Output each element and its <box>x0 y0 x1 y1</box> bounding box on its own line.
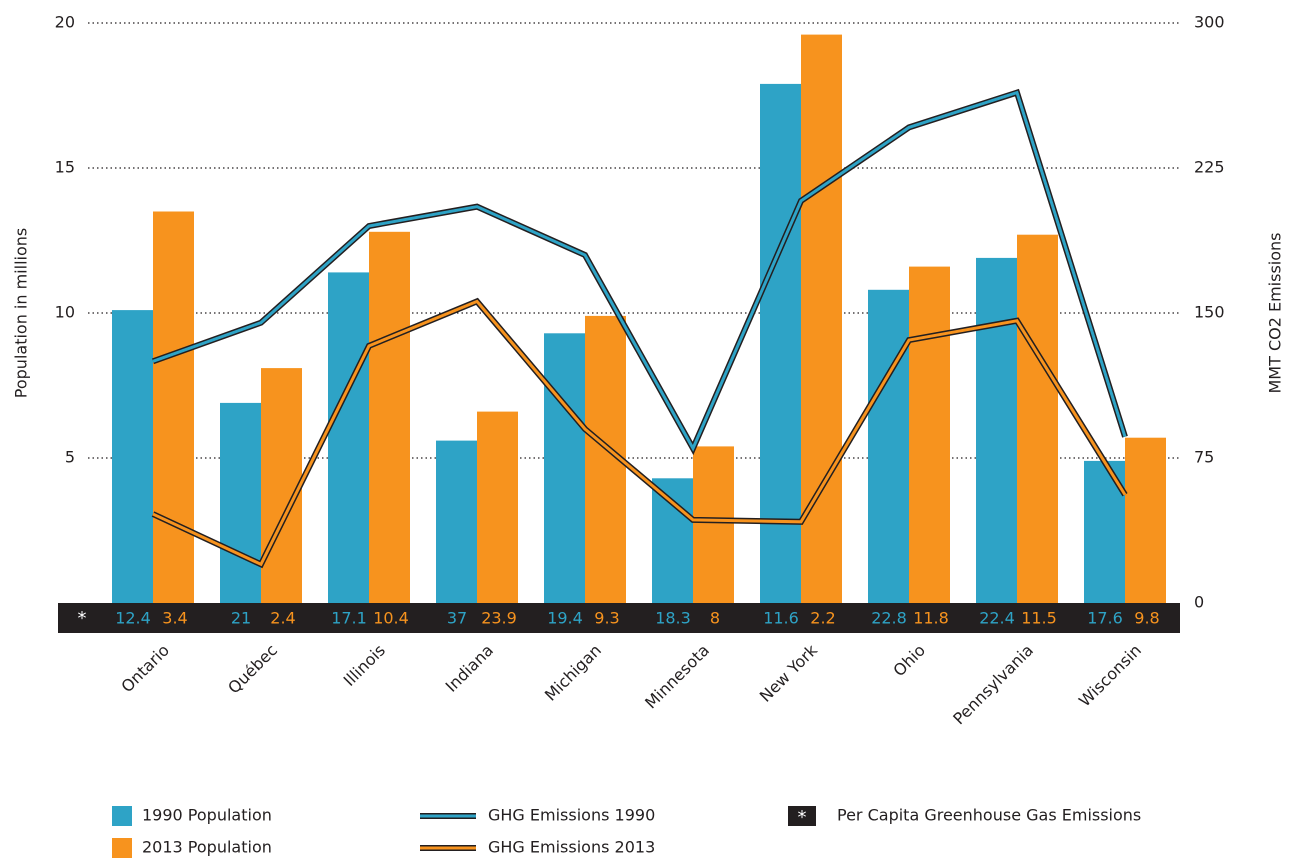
y-tick-label: 10 <box>55 303 75 322</box>
legend-label: 1990 Population <box>142 806 272 825</box>
bar <box>544 333 585 603</box>
line <box>152 90 1127 452</box>
per-capita-1990: 17.6 <box>1087 609 1123 628</box>
x-tick-label: Pennsylvania <box>949 641 1037 729</box>
per-capita-1990: 19.4 <box>547 609 583 628</box>
legend-swatch <box>112 806 132 826</box>
bar <box>976 257 1017 603</box>
bar <box>369 231 410 604</box>
y-tick-label: 20 <box>55 13 75 32</box>
x-tick-label: Michigan <box>541 641 605 705</box>
per-capita-1990: 37 <box>447 609 467 628</box>
legend-label: GHG Emissions 2013 <box>488 838 655 857</box>
y2-tick-label: 225 <box>1194 158 1225 177</box>
x-tick-label: Minnesota <box>641 641 713 713</box>
bar <box>261 368 302 603</box>
bar <box>868 289 909 603</box>
bar <box>1125 437 1166 603</box>
per-capita-1990: 22.4 <box>979 609 1015 628</box>
bar <box>112 310 153 603</box>
bar <box>436 440 477 603</box>
y2-tick-label: 0 <box>1194 593 1204 612</box>
per-capita-2013: 11.8 <box>913 609 949 628</box>
per-capita-2013: 11.5 <box>1021 609 1057 628</box>
per-capita-2013: 2.4 <box>270 609 295 628</box>
bar <box>801 34 842 604</box>
per-capita-2013: 9.3 <box>594 609 619 628</box>
bar <box>1017 234 1058 603</box>
bar <box>153 211 194 603</box>
per-capita-1990: 17.1 <box>331 609 367 628</box>
y-tick-label: 5 <box>65 448 75 467</box>
per-capita-1990: 11.6 <box>763 609 799 628</box>
x-tick-label: Illinois <box>340 641 389 690</box>
y-tick-label: 15 <box>55 158 75 177</box>
y2-tick-label: 300 <box>1194 13 1225 32</box>
x-tick-label: Ohio <box>889 641 929 681</box>
x-tick-label: Ontario <box>117 641 173 697</box>
bar <box>760 83 801 603</box>
per-capita-1990: 18.3 <box>655 609 691 628</box>
bar <box>693 446 734 603</box>
legend-label: GHG Emissions 1990 <box>488 806 655 825</box>
per-capita-1990: 12.4 <box>115 609 151 628</box>
x-tick-label: New York <box>756 640 822 706</box>
per-capita-1990: 22.8 <box>871 609 907 628</box>
x-tick-label: Wisconsin <box>1075 641 1145 711</box>
bar <box>909 266 950 603</box>
per-capita-2013: 2.2 <box>810 609 835 628</box>
legend-swatch <box>788 806 816 826</box>
bar <box>652 478 693 603</box>
per-capita-1990: 21 <box>231 609 251 628</box>
y-axis-label: Population in millions <box>12 228 31 398</box>
y2-tick-label: 150 <box>1194 303 1225 322</box>
legend-label: Per Capita Greenhouse Gas Emissions <box>837 806 1141 825</box>
per-capita-band <box>58 603 1180 633</box>
y2-tick-label: 75 <box>1194 448 1214 467</box>
bar <box>328 272 369 603</box>
per-capita-2013: 3.4 <box>162 609 187 628</box>
y2-axis-label: MMT CO2 Emissions <box>1266 232 1285 393</box>
per-capita-2013: 23.9 <box>481 609 517 628</box>
legend-label: 2013 Population <box>142 838 272 857</box>
per-capita-2013: 8 <box>710 609 720 628</box>
per-capita-symbol: * <box>78 608 87 629</box>
per-capita-2013: 9.8 <box>1134 609 1159 628</box>
x-tick-label: Indiana <box>442 641 497 696</box>
line <box>152 299 1127 567</box>
per-capita-2013: 10.4 <box>373 609 409 628</box>
bar <box>477 411 518 603</box>
x-tick-label: Québec <box>224 641 281 698</box>
bar <box>220 402 261 603</box>
legend-symbol: * <box>798 807 807 828</box>
legend-swatch <box>112 838 132 858</box>
